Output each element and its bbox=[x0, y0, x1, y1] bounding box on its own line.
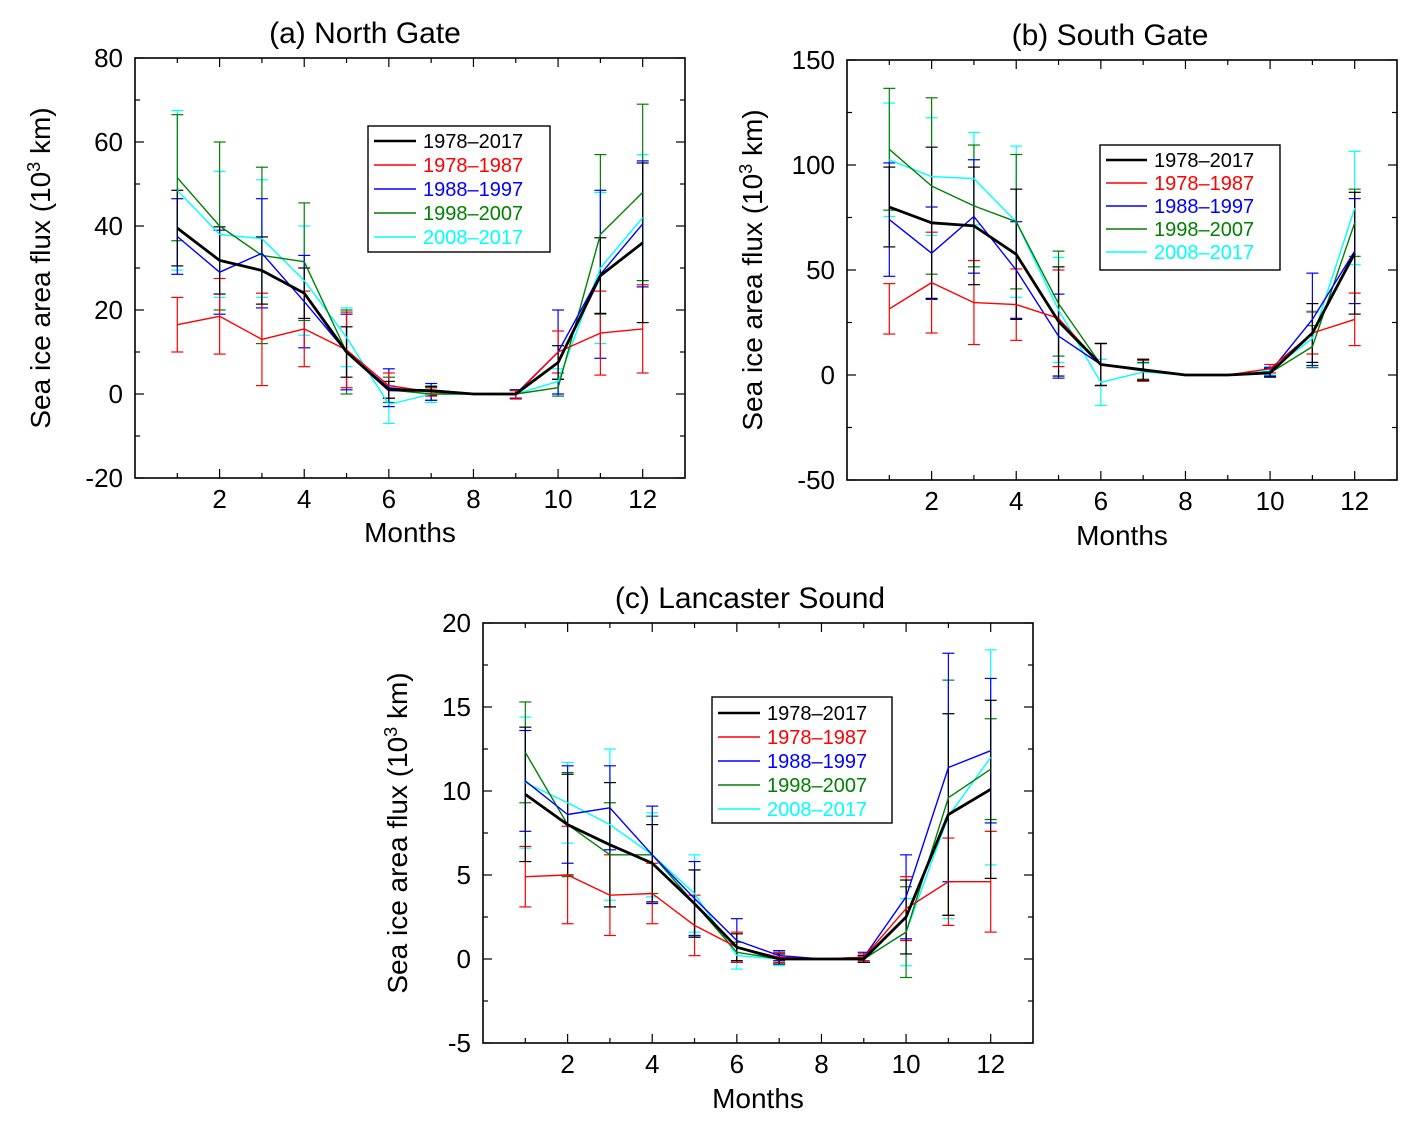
legend-label: 1988–1997 bbox=[423, 179, 523, 201]
y-tick-label: -20 bbox=[85, 463, 123, 493]
y-tick-label: 100 bbox=[792, 150, 835, 180]
x-tick-label: 2 bbox=[560, 1049, 574, 1079]
x-tick-label: 12 bbox=[1340, 486, 1369, 516]
legend-label: 1978–2017 bbox=[1154, 150, 1254, 172]
x-tick-label: 10 bbox=[892, 1049, 921, 1079]
legend-box bbox=[711, 696, 893, 824]
series-line bbox=[177, 315, 643, 396]
x-tick-label: 8 bbox=[814, 1049, 828, 1079]
legend-label: 1978–2017 bbox=[423, 131, 523, 153]
x-axis-label: Months bbox=[364, 517, 456, 548]
x-tick-label: 4 bbox=[1009, 486, 1023, 516]
legend-label: 2008–2017 bbox=[423, 227, 523, 249]
legend-label: 1988–1997 bbox=[767, 751, 867, 773]
y-tick-label: 40 bbox=[94, 211, 123, 241]
axis-ticks: 2 4 6 8 10 12 -5 0 5 10 15 20 bbox=[442, 608, 1033, 1079]
panel-title: (c) Lancaster Sound bbox=[615, 582, 885, 615]
legend-label: 1978–1987 bbox=[1154, 173, 1254, 195]
series-line bbox=[888, 205, 1356, 377]
legend-label: 1998–2007 bbox=[1154, 219, 1254, 241]
series-line bbox=[525, 874, 991, 960]
y-tick-label: 20 bbox=[442, 608, 471, 638]
panel-lancaster-sound: (c) Lancaster Sound Months Sea ice area … bbox=[381, 582, 1034, 1114]
series-layer bbox=[171, 103, 649, 424]
legend-label: 1978–1987 bbox=[767, 727, 867, 749]
y-tick-label: 15 bbox=[442, 692, 471, 722]
legend-box bbox=[1099, 144, 1281, 271]
legend: 1978–2017 1978–1987 1988–1997 1998–2007 … bbox=[367, 125, 551, 253]
x-tick-label: 2 bbox=[212, 484, 226, 514]
series-line bbox=[524, 750, 991, 960]
y-axis-label: Sea ice area flux (103 km) bbox=[736, 109, 768, 430]
x-tick-label: 8 bbox=[466, 484, 480, 514]
y-tick-label: 150 bbox=[792, 45, 835, 75]
y-tick-label: -50 bbox=[797, 465, 835, 495]
panel-south-gate: (b) South Gate Months Sea ice area flux … bbox=[736, 19, 1398, 551]
series-line bbox=[888, 281, 1355, 376]
legend: 1978–2017 1978–1987 1988–1997 1998–2007 … bbox=[711, 696, 893, 824]
y-tick-label: 0 bbox=[821, 360, 835, 390]
series-line bbox=[524, 752, 992, 960]
y-axis-label: Sea ice area flux (103 km) bbox=[24, 107, 56, 428]
series-line bbox=[176, 177, 644, 395]
y-tick-label: 5 bbox=[457, 860, 471, 890]
axis-ticks: 2 4 6 8 10 12 -20 0 20 40 60 80 bbox=[85, 43, 685, 514]
plot-frame bbox=[482, 622, 1034, 1044]
y-tick-label: 10 bbox=[442, 776, 471, 806]
y-tick-label: 20 bbox=[94, 295, 123, 325]
axis-ticks: 2 4 6 8 10 12 -50 0 50 100 150 bbox=[792, 45, 1397, 516]
series-layer bbox=[519, 649, 997, 979]
panel-title: (a) North Gate bbox=[269, 17, 461, 50]
x-tick-label: 10 bbox=[1256, 486, 1285, 516]
y-tick-label: 80 bbox=[94, 43, 123, 73]
x-tick-label: 4 bbox=[297, 484, 311, 514]
legend-label: 2008–2017 bbox=[767, 799, 867, 821]
legend-label: 1998–2007 bbox=[423, 203, 523, 225]
x-axis-label: Months bbox=[1076, 520, 1168, 551]
legend-label: 1978–2017 bbox=[767, 703, 867, 725]
x-tick-label: 12 bbox=[628, 484, 657, 514]
y-tick-label: -5 bbox=[448, 1028, 471, 1058]
plot-frame bbox=[134, 57, 686, 479]
y-axis-label: Sea ice area flux (103 km) bbox=[381, 672, 413, 993]
x-tick-label: 4 bbox=[645, 1049, 659, 1079]
x-tick-label: 6 bbox=[382, 484, 396, 514]
series-line bbox=[176, 226, 644, 396]
x-axis-label: Months bbox=[712, 1083, 804, 1114]
x-tick-label: 10 bbox=[544, 484, 573, 514]
panel-title: (b) South Gate bbox=[1012, 19, 1209, 52]
legend-label: 1988–1997 bbox=[1154, 196, 1254, 218]
legend-label: 1998–2007 bbox=[767, 775, 867, 797]
series-line bbox=[524, 756, 992, 960]
panel-north-gate: (a) North Gate Months Sea ice area flux … bbox=[24, 17, 686, 548]
x-tick-label: 6 bbox=[1094, 486, 1108, 516]
x-tick-label: 6 bbox=[730, 1049, 744, 1079]
y-tick-label: 50 bbox=[806, 255, 835, 285]
y-tick-label: 0 bbox=[457, 944, 471, 974]
error-bars bbox=[519, 825, 997, 963]
error-bars bbox=[171, 277, 649, 400]
y-tick-label: 0 bbox=[109, 379, 123, 409]
x-tick-label: 12 bbox=[976, 1049, 1005, 1079]
series-layer bbox=[883, 87, 1361, 407]
x-tick-label: 8 bbox=[1178, 486, 1192, 516]
series-line bbox=[524, 788, 992, 961]
legend-label: 2008–2017 bbox=[1154, 242, 1254, 264]
x-tick-label: 2 bbox=[924, 486, 938, 516]
y-tick-label: 60 bbox=[94, 127, 123, 157]
legend: 1978–2017 1978–1987 1988–1997 1998–2007 … bbox=[1099, 144, 1281, 271]
legend-label: 1978–1987 bbox=[423, 155, 523, 177]
